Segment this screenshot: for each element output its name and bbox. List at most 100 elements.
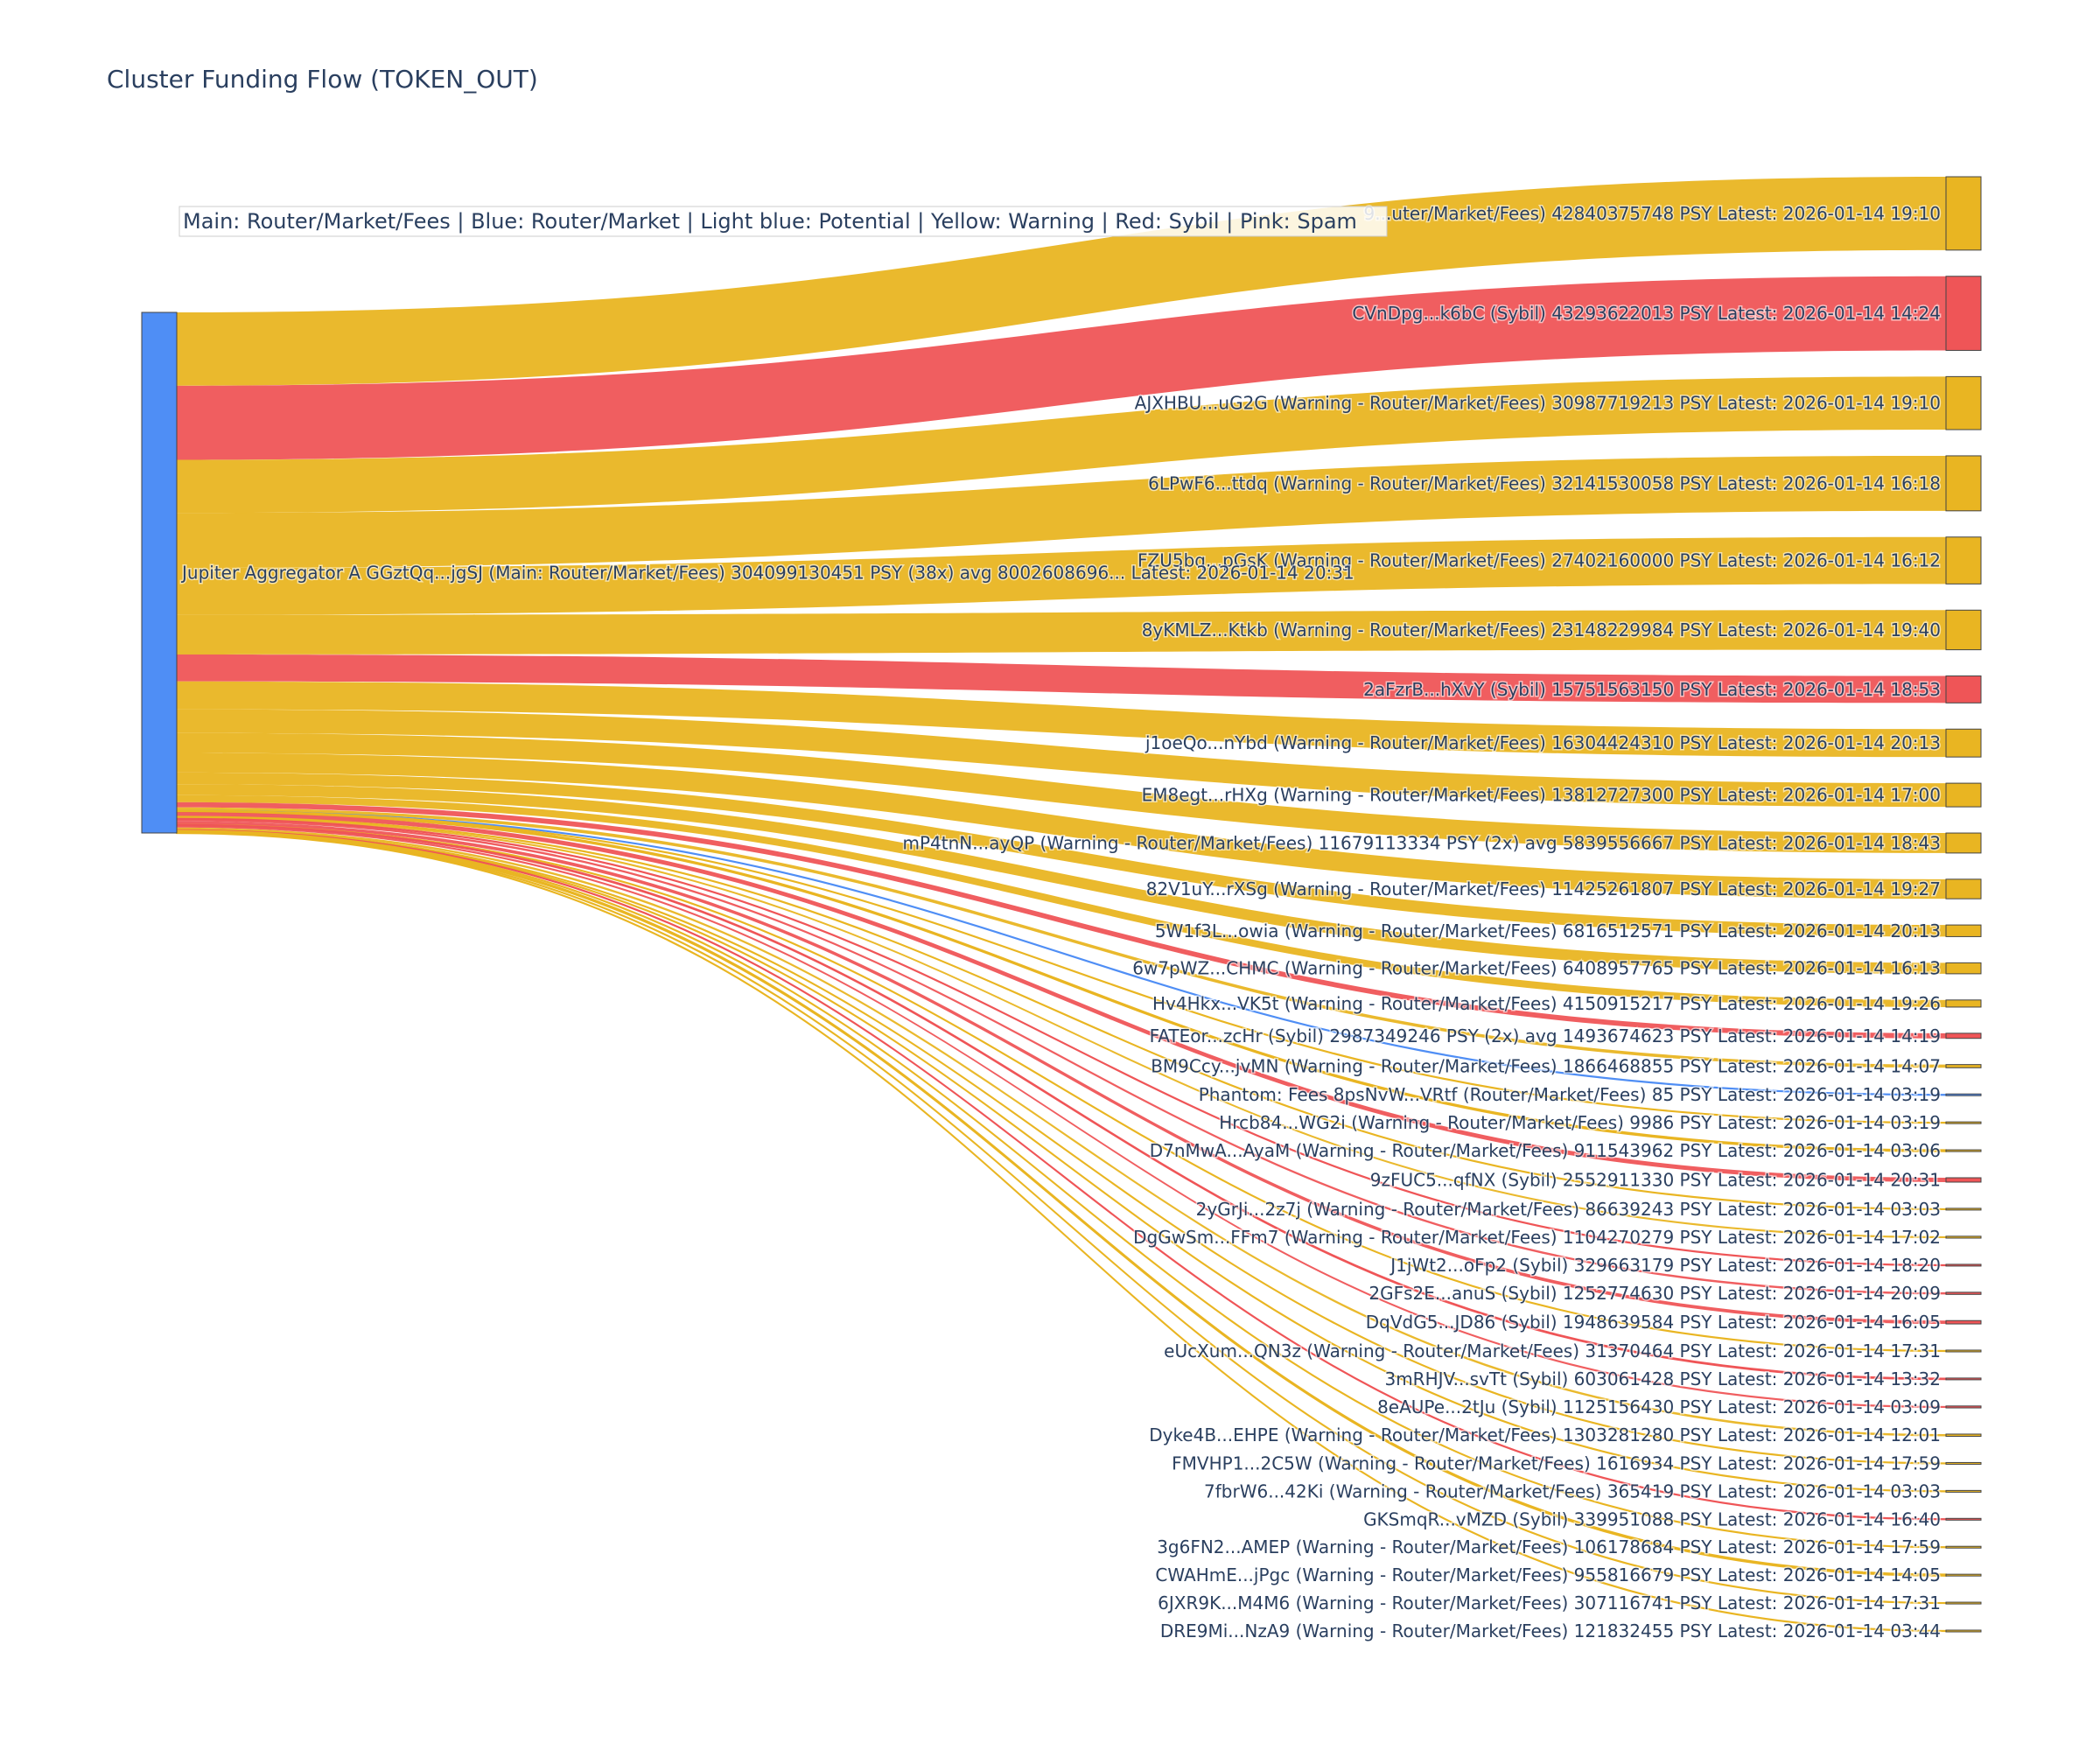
target-node[interactable] <box>1945 609 1982 651</box>
flow-links <box>176 177 1947 1633</box>
target-node[interactable] <box>1945 728 1982 758</box>
target-node[interactable] <box>1945 1489 1982 1493</box>
target-node-label: mP4tnN...ayQP (Warning - Router/Market/F… <box>902 832 1941 853</box>
target-node-label: CVnDpg...k6bC (Sybil) 43293622013 PSY La… <box>1352 303 1941 324</box>
flow-link[interactable] <box>177 376 1946 514</box>
flow-link[interactable] <box>177 827 1946 1437</box>
target-node-label: 8yKMLZ...Ktkb (Warning - Router/Market/F… <box>1142 620 1941 640</box>
target-node-label: j1oeQo...nYbd (Warning - Router/Market/F… <box>1144 732 1941 753</box>
target-node-label: 9...uter/Market/Fees) 42840375748 PSY La… <box>1364 203 1941 224</box>
target-node-label: DRE9Mi...NzA9 (Warning - Router/Market/F… <box>1160 1620 1941 1642</box>
flow-link[interactable] <box>177 455 1946 569</box>
flow-link[interactable] <box>177 709 1946 808</box>
target-node[interactable] <box>1945 1405 1982 1409</box>
node-labels: 9...uter/Market/Fees) 42840375748 PSY La… <box>179 201 1942 1642</box>
target-node[interactable] <box>1945 1517 1982 1521</box>
target-node[interactable] <box>1945 1149 1982 1152</box>
target-node-label: FZU5bq...pGsK (Warning - Router/Market/F… <box>1138 550 1941 571</box>
target-node[interactable] <box>1945 1064 1982 1068</box>
target-node[interactable] <box>1945 1208 1982 1211</box>
target-node[interactable] <box>1945 999 1982 1008</box>
flow-nodes <box>141 176 1982 1633</box>
flow-link[interactable] <box>177 177 1946 386</box>
target-node[interactable] <box>1945 1093 1982 1096</box>
flow-link[interactable] <box>177 276 1946 460</box>
target-node[interactable] <box>1945 1236 1982 1239</box>
legend-text: Main: Router/Market/Fees | Blue: Router/… <box>183 209 1357 234</box>
target-node[interactable] <box>1945 924 1982 937</box>
target-node[interactable] <box>1945 1573 1982 1577</box>
target-node-label: Hv4Hkx...VK5t (Warning - Router/Market/F… <box>1152 993 1941 1014</box>
flow-link[interactable] <box>177 654 1946 704</box>
flow-link[interactable] <box>177 784 1946 974</box>
target-node[interactable] <box>1945 276 1982 351</box>
target-node-label: 7fbrW6...42Ki (Warning - Router/Market/F… <box>1204 1480 1941 1502</box>
target-node-label: 3g6FN2...AMEP (Warning - Router/Market/F… <box>1157 1536 1941 1558</box>
source-node-label: Jupiter Aggregator A GGztQq...jgSJ (Main… <box>180 563 1354 584</box>
target-node[interactable] <box>1945 1461 1982 1465</box>
flow-link[interactable] <box>177 816 1946 1239</box>
target-node-label: DqVdG5...JD86 (Sybil) 1948639584 PSY Lat… <box>1366 1312 1941 1333</box>
target-node-label: 5W1f3L...owia (Warning - Router/Market/F… <box>1155 920 1941 942</box>
target-node[interactable] <box>1945 1177 1982 1183</box>
target-node-label: J1jWt2...oFp2 (Sybil) 329663179 PSY Late… <box>1389 1255 1941 1276</box>
target-node[interactable] <box>1945 832 1982 854</box>
target-node[interactable] <box>1945 1121 1982 1124</box>
target-node-label: 2yGrJi...2z7j (Warning - Router/Market/F… <box>1196 1199 1941 1220</box>
target-node-label: FATEor...zcHr (Sybil) 2987349246 PSY (2x… <box>1150 1026 1941 1046</box>
chart-title: Cluster Funding Flow (TOKEN_OUT) <box>107 65 538 94</box>
flow-link[interactable] <box>177 825 1946 1409</box>
target-node-label: FMVHP1...2C5W (Warning - Router/Market/F… <box>1172 1452 1941 1474</box>
target-node[interactable] <box>1945 676 1982 704</box>
target-node[interactable] <box>1945 1377 1982 1381</box>
flow-link[interactable] <box>177 794 1946 1007</box>
legend-box <box>178 206 1388 237</box>
target-node-label: 3mRHJV...svTt (Sybil) 603061428 PSY Late… <box>1384 1368 1941 1390</box>
target-node[interactable] <box>1945 1032 1982 1040</box>
target-node[interactable] <box>1945 1320 1982 1325</box>
target-node[interactable] <box>1945 1545 1982 1549</box>
target-node-label: 82V1uY...rXSg (Warning - Router/Market/F… <box>1146 878 1941 900</box>
target-node-label: 2aFzrB...hXvY (Sybil) 15751563150 PSY La… <box>1363 679 1941 700</box>
flow-link[interactable] <box>177 821 1946 1325</box>
flow-link[interactable] <box>177 681 1946 758</box>
target-node[interactable] <box>1945 1629 1982 1633</box>
target-node[interactable] <box>1945 176 1982 251</box>
target-node-label: CWAHmE...jPgc (Warning - Router/Market/F… <box>1155 1564 1941 1586</box>
target-node-label: 6JXR9K...M4M6 (Warning - Router/Market/F… <box>1158 1592 1941 1614</box>
target-node[interactable] <box>1945 455 1982 512</box>
target-node[interactable] <box>1945 962 1982 975</box>
target-node-label: 6LPwF6...ttdq (Warning - Router/Market/F… <box>1148 472 1941 494</box>
flow-link[interactable] <box>177 732 1946 853</box>
target-node-label: DgGwSm...FFm7 (Warning - Router/Market/F… <box>1133 1227 1941 1248</box>
target-node-label: eUcXum...QN3z (Warning - Router/Market/F… <box>1164 1340 1941 1362</box>
target-node-label: 9zFUC5...qfNX (Sybil) 2552911330 PSY Lat… <box>1370 1170 1941 1191</box>
flow-link[interactable] <box>177 807 1946 1068</box>
target-node[interactable] <box>1945 375 1982 430</box>
target-node[interactable] <box>1945 1349 1982 1353</box>
target-node-label: 6w7pWZ...CHMC (Warning - Router/Market/F… <box>1132 958 1941 979</box>
flow-link[interactable] <box>177 819 1946 1295</box>
flow-link[interactable] <box>177 802 1946 1039</box>
legend: Main: Router/Market/Fees | Blue: Router/… <box>178 206 1388 237</box>
target-node-label: Dyke4B...EHPE (Warning - Router/Market/F… <box>1149 1424 1941 1446</box>
target-node[interactable] <box>1945 1433 1982 1438</box>
target-node[interactable] <box>1945 782 1982 808</box>
flow-link[interactable] <box>177 752 1946 900</box>
target-node[interactable] <box>1945 878 1982 900</box>
target-node[interactable] <box>1945 1601 1982 1605</box>
target-node-label: Phantom: Fees 8psNvW...VRtf (Router/Mark… <box>1199 1084 1941 1105</box>
flow-link[interactable] <box>177 772 1946 937</box>
source-node[interactable] <box>141 312 178 834</box>
target-node-label: BM9Ccy...jvMN (Warning - Router/Market/F… <box>1151 1055 1941 1076</box>
flow-link[interactable] <box>177 812 1946 1183</box>
target-node[interactable] <box>1945 536 1982 584</box>
target-node-label: AJXHBU...uG2G (Warning - Router/Market/F… <box>1135 393 1941 414</box>
target-node[interactable] <box>1945 1292 1982 1295</box>
target-node-label: GKSmqR...vMZD (Sybil) 339951088 PSY Late… <box>1363 1508 1941 1530</box>
flow-link[interactable] <box>177 536 1946 615</box>
target-node-label: EM8egt...rHXg (Warning - Router/Market/F… <box>1142 785 1941 806</box>
target-node[interactable] <box>1945 1264 1982 1267</box>
flow-link[interactable] <box>177 610 1946 654</box>
